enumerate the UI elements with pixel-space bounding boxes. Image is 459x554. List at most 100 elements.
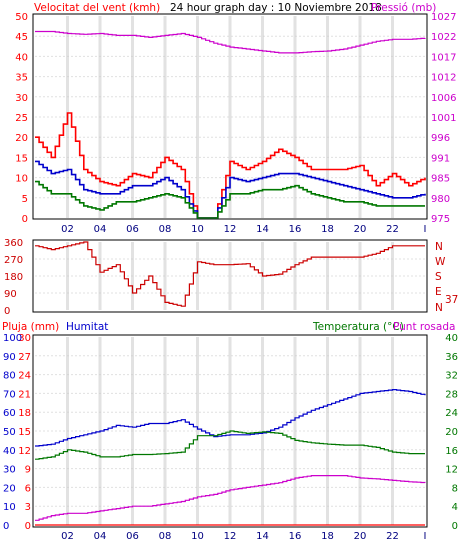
direction-tick-270: 270: [4, 255, 23, 266]
humidity-tick-0: 0: [3, 521, 9, 532]
pressure-tick-985: 985: [431, 174, 450, 185]
pressure-axis: 975 980 985 991 996 1001 1006 1012 1017 1022 1027: [431, 12, 456, 225]
wind-x-tick-10: 10: [191, 224, 204, 235]
compass-n-bottom: N: [435, 302, 443, 314]
wind-x-tick-02: 02: [61, 224, 74, 235]
temperature-axis: 0 4 8 12 16 20 24 28 32 36 40: [445, 333, 458, 532]
raintemp-x-tick-10: 10: [191, 531, 204, 542]
temperature-tick-16: 16: [445, 446, 458, 457]
rain-tick-6: 6: [25, 483, 31, 494]
humidity-tick-90: 90: [3, 352, 16, 363]
pressure-tick-1027: 1027: [431, 12, 456, 23]
wind-tick-30: 30: [15, 93, 28, 104]
wind-gust-line: [35, 112, 426, 219]
wind-x-tick-I: I: [424, 224, 427, 235]
wind-tick-20: 20: [15, 133, 28, 144]
pressure-line: [35, 30, 426, 54]
humidity-tick-80: 80: [3, 371, 16, 382]
raintemp-x-tick-08: 08: [159, 531, 172, 542]
wind-tick-10: 10: [15, 174, 28, 185]
rain-tick-3: 3: [25, 502, 31, 513]
pressure-tick-975: 975: [431, 214, 450, 225]
wind-x-axis: 02 04 06 08 10 12 14 16 18 20 22 I: [61, 224, 426, 235]
wind-x-tick-18: 18: [321, 224, 334, 235]
temperature-tick-24: 24: [445, 408, 458, 419]
rain-temp-panel-frame: [32, 334, 428, 528]
rain-temp-series: [35, 389, 426, 526]
rain-tick-15: 15: [18, 427, 31, 438]
wind-x-tick-22: 22: [386, 224, 399, 235]
wind-series: [35, 30, 426, 219]
pressure-tick-1001: 1001: [431, 113, 456, 124]
temperature-tick-32: 32: [445, 371, 458, 382]
wind-x-tick-14: 14: [256, 224, 269, 235]
wind-average-line: [35, 160, 426, 219]
wind-x-tick-08: 08: [159, 224, 172, 235]
rain-title: Pluja (mm): [2, 321, 59, 333]
temperature-title: Temperatura (°C): [312, 321, 404, 333]
humidity-line: [35, 389, 426, 447]
pressure-tick-1006: 1006: [431, 93, 456, 104]
pressure-tick-1012: 1012: [431, 73, 456, 84]
wind-speed-title: Velocitat del vent (kmh): [34, 2, 160, 14]
raintemp-x-tick-14: 14: [256, 531, 269, 542]
raintemp-x-tick-06: 06: [126, 531, 139, 542]
direction-panel-frame: [32, 239, 428, 313]
humidity-tick-100: 100: [3, 333, 22, 344]
rain-temp-x-axis: 02 04 06 08 10 12 14 16 18 20 22 I: [61, 531, 426, 542]
compass-s: S: [435, 271, 442, 283]
wind-tick-25: 25: [15, 113, 28, 124]
pressure-tick-980: 980: [431, 194, 450, 205]
rain-tick-18: 18: [18, 408, 31, 419]
wind-x-tick-12: 12: [224, 224, 237, 235]
rain-tick-21: 21: [18, 389, 31, 400]
direction-tick-180: 180: [4, 272, 23, 283]
direction-tick-360: 360: [4, 238, 23, 249]
pressure-tick-991: 991: [431, 153, 450, 164]
humidity-tick-30: 30: [3, 465, 16, 476]
compass-w: W: [435, 256, 446, 268]
pressure-tick-1017: 1017: [431, 52, 456, 63]
raintemp-x-tick-I: I: [424, 531, 427, 542]
humidity-tick-40: 40: [3, 446, 16, 457]
wind-tick-50: 50: [15, 12, 28, 23]
rain-tick-30: 30: [18, 333, 31, 344]
temperature-tick-20: 20: [445, 427, 458, 438]
wind-tick-0: 0: [22, 214, 28, 225]
temperature-tick-0: 0: [452, 521, 458, 532]
direction-axis: 0 90 180 270 360: [4, 238, 23, 317]
wind-tick-15: 15: [15, 153, 28, 164]
humidity-axis: 0 10 20 30 40 50 60 70 80 90 100: [3, 333, 22, 532]
rain-tick-24: 24: [18, 371, 31, 382]
rain-tick-12: 12: [18, 446, 31, 457]
direction-grid: [35, 242, 425, 310]
wind-x-tick-16: 16: [289, 224, 302, 235]
rain-temp-grid: [35, 337, 425, 525]
raintemp-x-tick-02: 02: [61, 531, 74, 542]
rain-tick-27: 27: [18, 352, 31, 363]
wind-tick-35: 35: [15, 73, 28, 84]
wind-x-tick-06: 06: [126, 224, 139, 235]
rain-axis: 0 3 6 9 12 15 18 21 24 27 30: [18, 333, 31, 532]
wind-speed-axis: 0 5 10 15 20 25 30 35 40 45 50: [15, 12, 28, 225]
raintemp-x-tick-20: 20: [354, 531, 367, 542]
wind-low-line: [35, 180, 425, 219]
wind-grid: [35, 16, 425, 218]
compass-e: E: [435, 286, 442, 298]
humidity-title: Humitat: [66, 321, 108, 333]
humidity-tick-70: 70: [3, 389, 16, 400]
compass-n-top: N: [435, 241, 443, 253]
wind-tick-45: 45: [15, 32, 28, 43]
graph-date-title: 24 hour graph day : 10 Noviembre 2018: [170, 2, 382, 14]
wind-x-tick-04: 04: [94, 224, 107, 235]
humidity-tick-10: 10: [3, 502, 16, 513]
temperature-tick-40: 40: [445, 333, 458, 344]
temperature-tick-28: 28: [445, 389, 458, 400]
raintemp-x-tick-12: 12: [224, 531, 237, 542]
humidity-tick-50: 50: [3, 427, 16, 438]
current-direction-value: 37: [445, 294, 458, 306]
wind-x-tick-20: 20: [354, 224, 367, 235]
pressure-tick-996: 996: [431, 133, 450, 144]
pressure-title: Pressió (mb): [371, 2, 436, 14]
direction-tick-90: 90: [4, 289, 17, 300]
